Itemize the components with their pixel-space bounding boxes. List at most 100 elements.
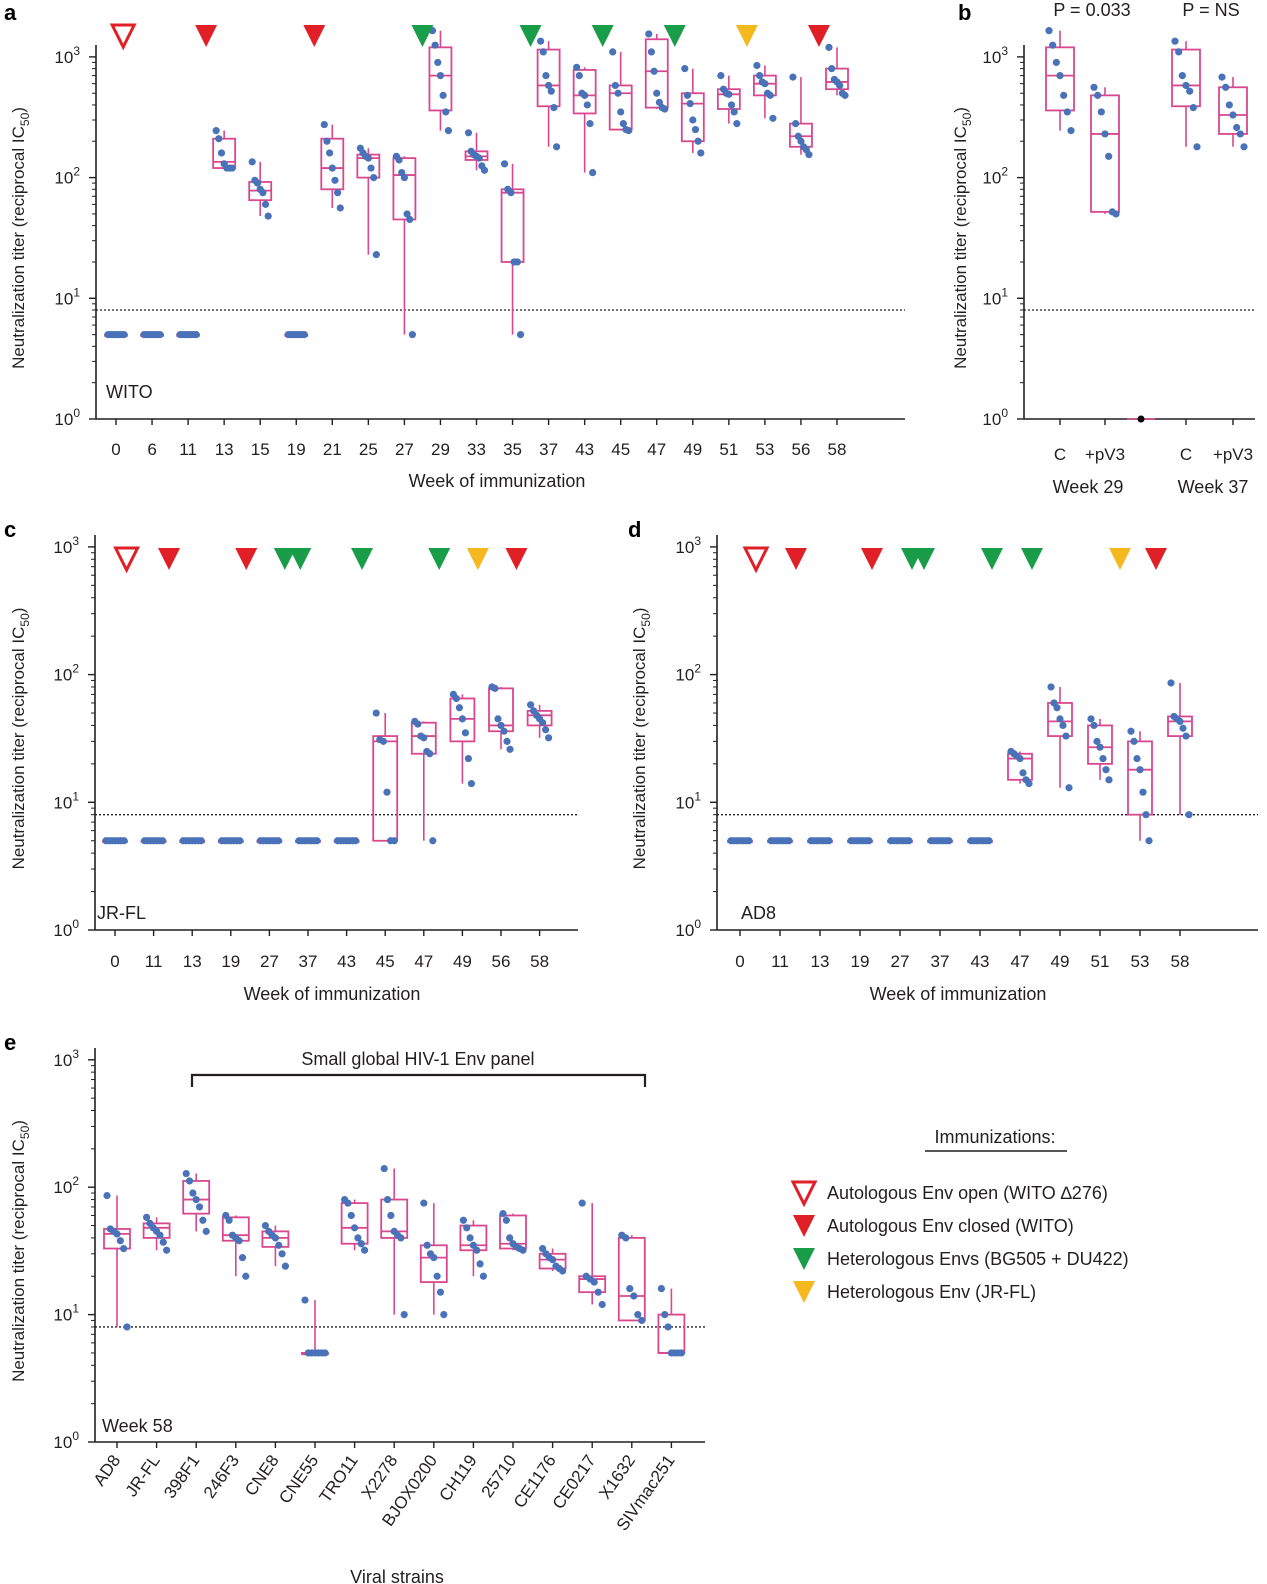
x-tick-label: 56 [791, 440, 810, 459]
data-point [199, 1216, 207, 1224]
x-tick-label: 11 [771, 952, 789, 971]
data-point [792, 120, 800, 128]
box-iqr [372, 735, 399, 842]
data-point [185, 1177, 194, 1185]
data-point [464, 754, 472, 763]
box-27 [887, 837, 913, 845]
data-point [433, 1272, 441, 1280]
box-49 [449, 690, 476, 788]
data-point [617, 108, 625, 116]
immunization-marker-red [807, 25, 830, 47]
data-point [559, 1267, 567, 1275]
data-point [694, 137, 702, 145]
box-27 [256, 837, 283, 845]
data-point [590, 1278, 598, 1286]
data-point [497, 721, 505, 730]
data-point [1097, 108, 1105, 116]
data-point [372, 251, 380, 259]
data-point [1127, 727, 1135, 735]
box-51 [1087, 715, 1113, 784]
data-point [313, 837, 321, 845]
box-27 [392, 152, 417, 339]
x-tick-label: JR-FL [122, 1451, 164, 1500]
box-13 [807, 837, 833, 845]
immunization-marker-yellow [466, 548, 489, 570]
y-tick-label: 101 [675, 789, 701, 812]
data-point [745, 837, 753, 845]
data-point [519, 1246, 527, 1254]
data-point [1145, 837, 1153, 845]
y-tick-label: 101 [54, 285, 80, 308]
x-tick-label: 19 [851, 952, 870, 971]
data-point [300, 331, 308, 339]
data-point [235, 1237, 243, 1245]
data-point [261, 1221, 269, 1230]
data-point [506, 745, 514, 753]
data-point [156, 331, 164, 339]
data-point [215, 135, 223, 143]
strain-label: JR-FL [97, 903, 146, 923]
data-point [436, 71, 445, 80]
data-point [1136, 766, 1144, 774]
box-53 [753, 61, 777, 122]
panel-label-d: d [628, 517, 641, 542]
data-point [1189, 104, 1197, 112]
immunization-marker-green [273, 548, 296, 570]
data-point [458, 715, 466, 723]
data-point [1096, 743, 1104, 751]
panel-label-a: a [4, 0, 17, 25]
immunization-marker-green [591, 25, 614, 47]
data-point [503, 737, 511, 745]
y-axis-label: Neutralization titer (reciprocal IC50) [9, 107, 32, 369]
data-point [1186, 87, 1194, 95]
data-point [383, 788, 391, 796]
data-point [828, 64, 836, 73]
data-point [755, 71, 764, 80]
data-point [259, 189, 267, 197]
data-point [1182, 732, 1190, 740]
data-point [506, 1234, 514, 1242]
x-tick-label: CH119 [435, 1451, 480, 1504]
x-tick-label: 11 [145, 952, 163, 971]
box-iqr [449, 697, 476, 743]
data-point [725, 90, 733, 98]
immunization-marker-green [1021, 548, 1043, 570]
data-point [397, 1234, 405, 1242]
data-point [841, 91, 849, 99]
immunization-marker-red-open [109, 23, 137, 51]
box-13 [212, 127, 237, 172]
box-JR-FL [142, 1213, 171, 1254]
data-point [549, 1256, 557, 1264]
data-point [321, 1349, 329, 1357]
data-point [228, 164, 236, 172]
box-47 [644, 30, 669, 113]
data-point [945, 837, 953, 845]
data-point [611, 81, 619, 90]
data-point [120, 331, 128, 339]
box-iqr [1127, 740, 1153, 816]
data-point [1233, 123, 1241, 132]
data-point [1139, 788, 1147, 796]
data-point [1225, 101, 1233, 109]
y-tick-label: 100 [982, 406, 1008, 429]
x-tick-label: 29 [431, 440, 450, 459]
box-13 [179, 837, 206, 845]
box-11 [176, 331, 201, 339]
data-point [1112, 210, 1120, 218]
y-tick-label: 102 [675, 662, 701, 685]
y-tick-label: 103 [675, 534, 701, 557]
data-point [189, 1189, 197, 1197]
data-point [431, 41, 439, 49]
data-point [372, 709, 380, 717]
data-point [1142, 811, 1150, 819]
panel-b: 100 101 102 103 Neutralization titer (recipr… [951, 27, 1255, 464]
data-point [545, 734, 553, 742]
data-point [444, 127, 453, 135]
x-tick-label: 35 [503, 440, 522, 459]
data-point [653, 89, 661, 97]
data-point [1193, 143, 1201, 151]
data-point [614, 89, 622, 97]
x-tick-label: 19 [287, 440, 306, 459]
x-tick-label: 0 [111, 440, 120, 459]
data-point [507, 189, 515, 197]
